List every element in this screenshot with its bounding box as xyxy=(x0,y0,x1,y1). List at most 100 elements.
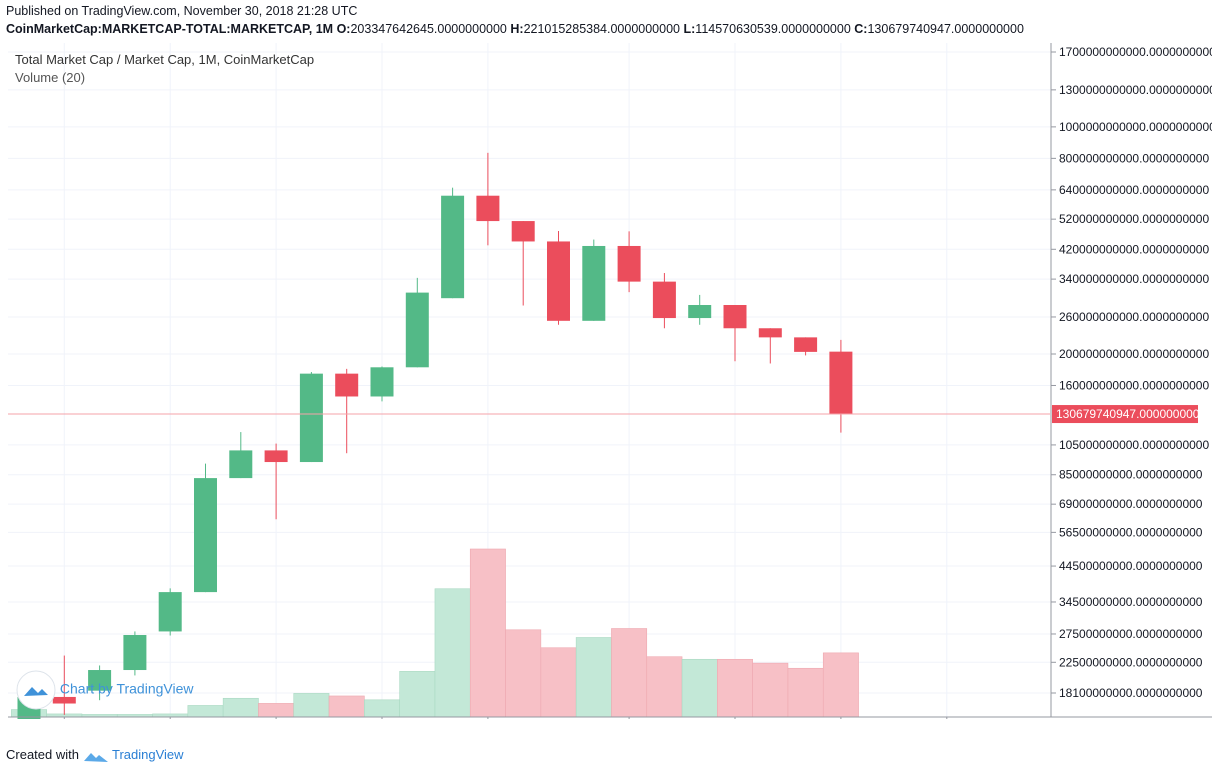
candle-body xyxy=(123,635,147,671)
volume-bar xyxy=(434,588,471,718)
candle xyxy=(335,368,359,454)
volume-bar xyxy=(575,637,612,718)
symbol-label: CoinMarketCap:MARKETCAP-TOTAL:MARKETCAP,… xyxy=(6,22,334,36)
volume-bar xyxy=(258,703,295,718)
symbol-ohlc-bar: CoinMarketCap:MARKETCAP-TOTAL:MARKETCAP,… xyxy=(6,22,1024,36)
candle-body xyxy=(511,221,535,242)
y-axis-labels: 1700000000000.0000000000 1300000000000.00… xyxy=(1051,45,1212,700)
candle-body xyxy=(370,367,394,397)
candle xyxy=(229,432,253,479)
candle-body xyxy=(582,245,606,321)
candle xyxy=(88,665,112,701)
last-price-tag-bg xyxy=(1052,405,1198,424)
candle xyxy=(511,221,535,306)
published-note: Published on TradingView.com, November 3… xyxy=(6,4,358,18)
candle-body xyxy=(158,592,182,632)
high-value: 221015285384.0000000000 xyxy=(523,22,680,36)
y-tick-label: 520000000000.0000000000 xyxy=(1059,212,1209,226)
high-label: H: xyxy=(510,22,524,36)
candle xyxy=(688,294,712,325)
candle-body xyxy=(88,670,112,691)
y-tick-label: 56500000000.0000000000 xyxy=(1059,525,1203,539)
y-tick-label: 800000000000.0000000000 xyxy=(1059,151,1209,165)
volume-bar xyxy=(293,693,330,718)
volume-bars xyxy=(11,548,859,718)
candle xyxy=(299,372,323,463)
open-value: 203347642645.0000000000 xyxy=(350,22,507,36)
candle xyxy=(758,328,782,364)
candle-body xyxy=(441,195,465,299)
candle xyxy=(52,655,76,715)
close-value: 130679740947.0000000000 xyxy=(867,22,1024,36)
candle xyxy=(547,231,570,325)
candle-body xyxy=(335,373,359,397)
open-label: O: xyxy=(336,22,351,36)
candle xyxy=(264,443,288,520)
volume-bar xyxy=(822,652,859,718)
candle xyxy=(829,339,853,433)
candle-body xyxy=(299,373,323,463)
y-tick-label: 69000000000.0000000000 xyxy=(1059,497,1203,511)
candle-body xyxy=(723,305,747,329)
candle-body xyxy=(794,337,818,352)
y-tick-label: 640000000000.0000000000 xyxy=(1059,183,1209,197)
candle xyxy=(405,277,429,368)
candle xyxy=(794,337,818,356)
volume-bar xyxy=(681,658,718,718)
candle-body xyxy=(688,305,712,319)
volume-bar xyxy=(646,656,683,718)
last-price-tag-text: 130679740947.0000000000 xyxy=(1056,407,1206,421)
candle-body xyxy=(547,241,570,321)
volume-bar xyxy=(364,699,400,718)
tradingview-logo-icon xyxy=(16,670,56,710)
tradingview-link[interactable]: TradingView xyxy=(112,747,184,762)
volume-bar xyxy=(717,658,753,718)
y-tick-label: 340000000000.0000000000 xyxy=(1059,272,1209,286)
watermark-text: Chart by TradingView xyxy=(59,680,194,697)
candle xyxy=(476,152,500,246)
close-label: C: xyxy=(854,22,868,36)
low-value: 114570630539.0000000000 xyxy=(695,22,851,36)
volume-bar xyxy=(611,628,648,718)
chart-legend-title: Total Market Cap / Market Cap, 1M, CoinM… xyxy=(15,52,315,67)
candle xyxy=(723,305,747,362)
y-tick-label: 260000000000.0000000000 xyxy=(1059,310,1209,324)
candle-body xyxy=(617,245,641,282)
y-tick-label: 18100000000.0000000000 xyxy=(1059,686,1203,700)
last-price-tag: 130679740947.0000000000 xyxy=(1052,405,1206,424)
volume-bar xyxy=(222,697,259,718)
candle-body xyxy=(476,195,500,222)
y-tick-label: 85000000000.0000000000 xyxy=(1059,468,1203,482)
tradingview-footer-logo-icon xyxy=(83,752,108,762)
created-with-label: Created with xyxy=(6,747,79,762)
candle-body xyxy=(264,450,288,463)
candle-body xyxy=(652,281,676,319)
volume-bar xyxy=(752,662,789,718)
y-tick-label: 200000000000.0000000000 xyxy=(1059,347,1209,361)
y-tick-label: 160000000000.0000000000 xyxy=(1059,378,1209,392)
footer: Created with TradingView xyxy=(6,747,184,764)
candle-body xyxy=(229,450,253,479)
candle xyxy=(617,231,641,293)
candles xyxy=(17,152,853,719)
candle-body xyxy=(194,478,217,593)
y-tick-label: 1300000000000.0000000000 xyxy=(1059,83,1212,97)
volume-bar xyxy=(328,695,365,718)
candle xyxy=(194,463,217,593)
candle-body xyxy=(52,696,76,704)
candle xyxy=(158,588,182,636)
candle xyxy=(441,187,465,299)
candle xyxy=(652,273,676,329)
y-tick-label: 34500000000.0000000000 xyxy=(1059,595,1203,609)
volume-bar xyxy=(540,647,577,718)
chart-area[interactable]: 1700000000000.0000000000 1300000000000.00… xyxy=(0,43,1212,719)
y-tick-label: 27500000000.0000000000 xyxy=(1059,627,1203,641)
y-tick-label: 105000000000.0000000000 xyxy=(1059,438,1209,452)
y-tick-label: 22500000000.0000000000 xyxy=(1059,655,1203,669)
y-tick-label: 1700000000000.0000000000 xyxy=(1059,45,1212,59)
y-tick-label: 1000000000000.0000000000 xyxy=(1059,120,1212,134)
volume-bar xyxy=(469,548,506,718)
candle xyxy=(582,239,606,321)
tradingview-watermark[interactable]: Chart by TradingView xyxy=(16,670,193,710)
volume-bar xyxy=(787,667,824,718)
